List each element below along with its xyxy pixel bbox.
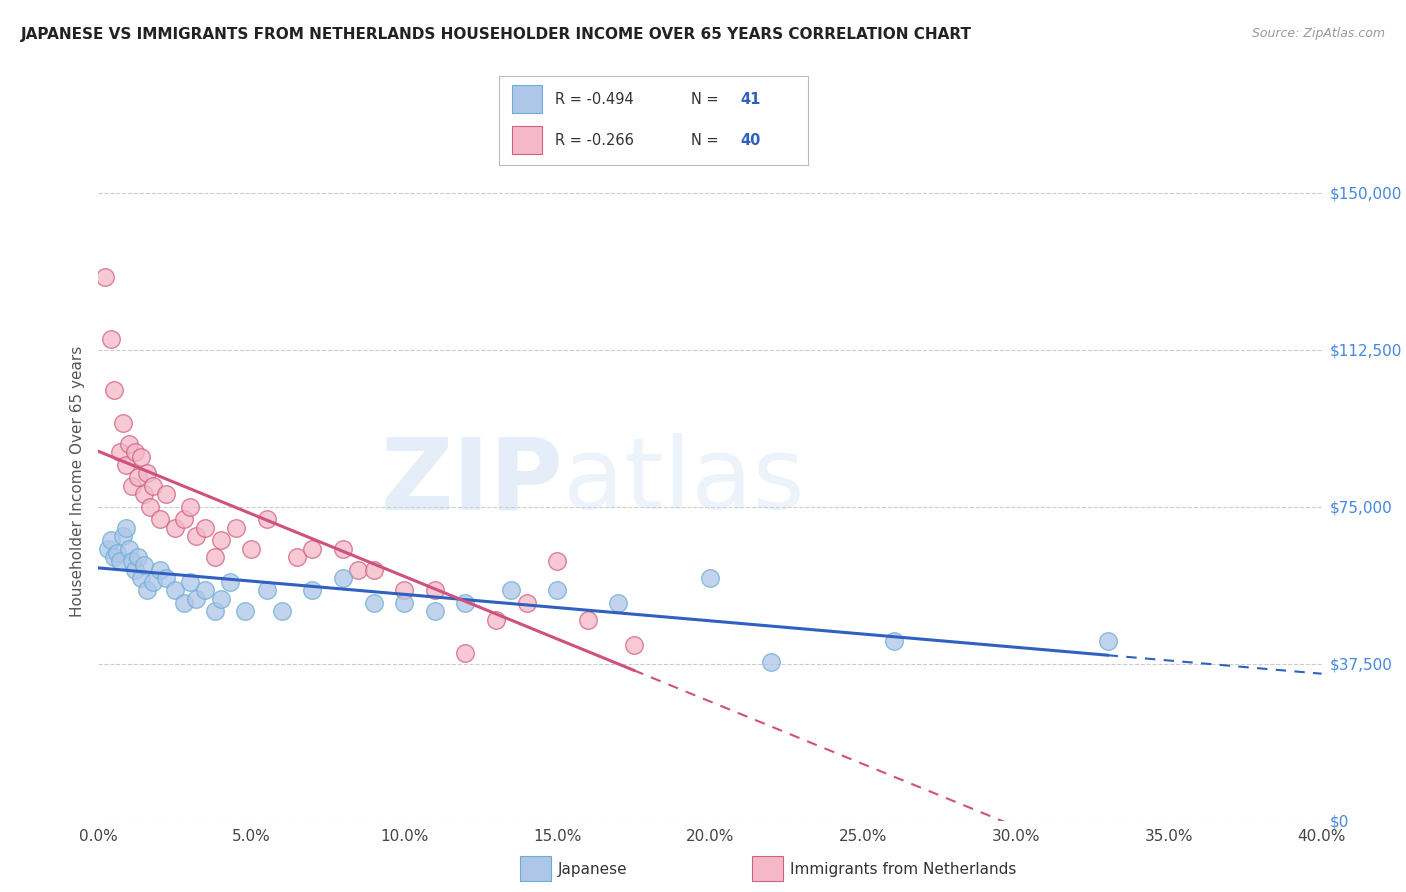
Point (100, 332, 122, 346)
Point (93, 269, 115, 284)
Point (124, 445, 146, 459)
Bar (512, 126, 543, 154)
Point (204, 549, 226, 564)
Point (97, 541, 120, 556)
Point (103, 383, 125, 397)
Point (301, 583, 323, 598)
Point (179, 575, 201, 590)
Point (129, 450, 152, 464)
Point (454, 646, 477, 660)
Point (179, 500, 201, 514)
Text: R = -0.494: R = -0.494 (555, 92, 634, 106)
Point (115, 458, 138, 472)
Point (332, 541, 354, 556)
Text: Immigrants from Netherlands: Immigrants from Netherlands (790, 863, 1017, 877)
Point (576, 613, 599, 627)
Point (347, 563, 370, 577)
Point (883, 633, 905, 648)
Point (155, 571, 177, 585)
Point (363, 596, 385, 610)
Y-axis label: Householder Income Over 65 years: Householder Income Over 65 years (69, 346, 84, 617)
Point (204, 604, 226, 618)
Point (392, 583, 416, 598)
Point (134, 558, 156, 573)
Point (142, 479, 165, 493)
Text: JAPANESE VS IMMIGRANTS FROM NETHERLANDS HOUSEHOLDER INCOME OVER 65 YEARS CORRELA: JAPANESE VS IMMIGRANTS FROM NETHERLANDS … (21, 27, 972, 42)
Point (134, 487, 156, 501)
Point (121, 479, 143, 493)
Point (699, 571, 721, 585)
Point (423, 604, 446, 618)
Point (163, 521, 186, 535)
Point (454, 596, 477, 610)
Text: ZIP: ZIP (381, 434, 564, 530)
Point (301, 541, 323, 556)
Point (285, 549, 308, 564)
Point (124, 563, 146, 577)
Point (105, 546, 128, 560)
Point (108, 445, 131, 459)
Point (142, 575, 165, 590)
Point (136, 467, 159, 481)
Point (233, 604, 256, 618)
Point (240, 541, 263, 556)
Point (186, 591, 208, 606)
Point (363, 563, 385, 577)
Point (121, 554, 143, 568)
Point (501, 583, 523, 598)
Point (761, 655, 783, 669)
Point (118, 437, 141, 451)
Text: R = -0.266: R = -0.266 (555, 133, 634, 147)
Point (111, 529, 134, 543)
Point (100, 533, 122, 548)
Point (118, 541, 141, 556)
Point (270, 604, 294, 618)
Point (127, 549, 149, 564)
Text: N =: N = (690, 92, 723, 106)
Point (194, 583, 217, 598)
Point (194, 521, 217, 535)
Point (209, 591, 232, 606)
Point (485, 613, 508, 627)
Text: N =: N = (690, 133, 723, 147)
Point (149, 563, 172, 577)
Text: atlas: atlas (564, 434, 804, 530)
Point (173, 596, 195, 610)
Point (139, 500, 162, 514)
Point (149, 512, 172, 526)
Point (111, 416, 134, 430)
Point (225, 521, 247, 535)
Point (607, 596, 630, 610)
Point (256, 583, 278, 598)
Point (115, 521, 138, 535)
Point (332, 571, 354, 585)
Point (546, 554, 568, 568)
Point (516, 596, 538, 610)
Point (256, 512, 278, 526)
Point (546, 583, 568, 598)
Point (136, 583, 159, 598)
Point (163, 583, 186, 598)
Point (423, 583, 446, 598)
Text: Source: ZipAtlas.com: Source: ZipAtlas.com (1251, 27, 1385, 40)
Point (129, 571, 152, 585)
Point (186, 529, 208, 543)
Point (209, 533, 232, 548)
Point (173, 512, 195, 526)
Point (108, 554, 131, 568)
Point (1097, 633, 1119, 648)
Point (219, 575, 242, 590)
Point (103, 549, 125, 564)
Point (392, 596, 416, 610)
Point (623, 638, 645, 652)
Point (127, 470, 149, 484)
Text: Japanese: Japanese (558, 863, 628, 877)
Text: 41: 41 (741, 92, 761, 106)
Text: 40: 40 (741, 133, 761, 147)
Point (155, 487, 177, 501)
Bar (512, 85, 543, 113)
